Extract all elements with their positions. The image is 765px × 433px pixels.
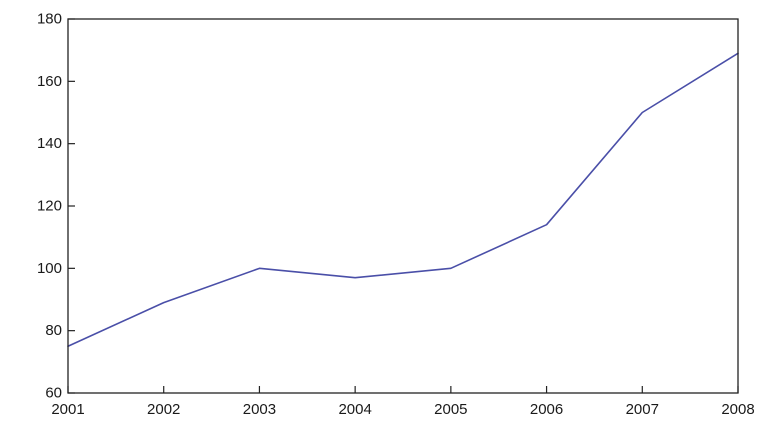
y-tick-label: 180 xyxy=(37,11,62,28)
series-line xyxy=(67,52,739,348)
y-tick-label: 140 xyxy=(37,135,62,152)
x-tick-label: 2005 xyxy=(434,401,467,418)
x-tick-label: 2003 xyxy=(243,401,276,418)
y-tick-label: 100 xyxy=(37,260,62,277)
x-tick-label: 2001 xyxy=(51,401,84,418)
x-tick-marks xyxy=(67,386,739,393)
x-tick-label: 2002 xyxy=(147,401,180,418)
y-tick-label: 80 xyxy=(45,322,62,339)
y-tick-label: 120 xyxy=(37,198,62,215)
x-tick-label: 2004 xyxy=(338,401,371,418)
x-axis-tick-labels: 2001 2002 2003 2004 2005 2006 2007 2008 xyxy=(51,401,754,418)
x-tick-label: 2008 xyxy=(721,401,754,418)
x-tick-label: 2007 xyxy=(626,401,659,418)
y-tick-label: 160 xyxy=(37,73,62,90)
plot-frame xyxy=(67,18,739,394)
y-tick-label: 60 xyxy=(45,385,62,402)
y-tick-marks xyxy=(68,18,75,394)
y-axis-tick-labels: 60 80 100 120 140 160 180 xyxy=(37,11,62,402)
series-layer xyxy=(67,52,739,348)
x-tick-label: 2006 xyxy=(530,401,563,418)
